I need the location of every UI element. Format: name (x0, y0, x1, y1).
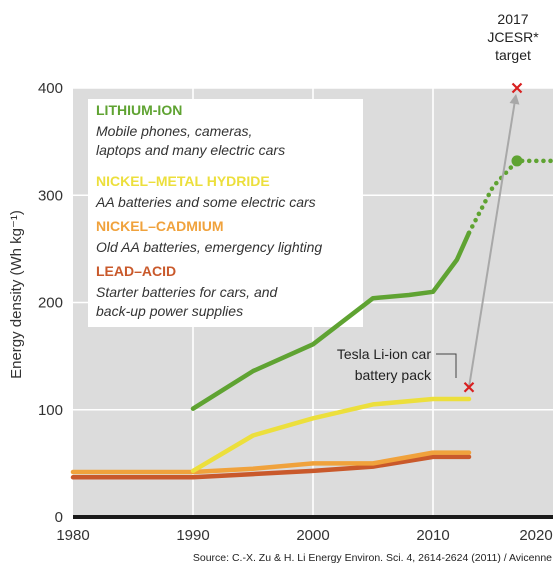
jcesr-label: 2017 (497, 11, 528, 27)
jcesr-label: target (495, 47, 531, 63)
series-line (190, 230, 472, 411)
x-tick-label: 2000 (296, 527, 329, 544)
series-line (70, 454, 472, 480)
y-tick-label: 200 (38, 295, 63, 312)
tesla-label: battery pack (355, 367, 432, 383)
x-mark-stroke (511, 82, 523, 94)
y-axis-title: Energy density (Wh kg⁻¹) (8, 210, 25, 379)
legend-title: LITHIUM-ION (96, 102, 182, 118)
source-credit: Source: C.-X. Zu & H. Li Energy Environ.… (193, 552, 552, 564)
x-tick-label: 1990 (176, 527, 209, 544)
legend-description: back-up power supplies (96, 303, 243, 319)
x-mark-stroke (463, 381, 475, 393)
projection-dotted-line (466, 158, 556, 236)
legend-box (88, 99, 363, 327)
tesla-label: Tesla Li-ion car (337, 346, 431, 362)
legend-title: LEAD–ACID (96, 263, 176, 279)
legend-title: NICKEL–METAL HYDRIDE (96, 173, 270, 189)
x-tick-label: 2020 (519, 527, 552, 544)
x-tick-label: 1980 (56, 527, 89, 544)
y-tick-label: 300 (38, 187, 63, 204)
projection-marker (511, 155, 523, 167)
series-line (190, 396, 472, 474)
x-tick-label: 2010 (416, 527, 449, 544)
y-tick-label: 0 (55, 509, 63, 526)
legend-description: Starter batteries for cars, and (96, 284, 279, 300)
axes: 0 100 200 300 400 1980 1990 2000 2010 2020 (38, 80, 553, 544)
tesla-leader-line (436, 353, 457, 378)
y-tick-label: 100 (38, 402, 63, 419)
legend-title: NICKEL–CADMIUM (96, 218, 224, 234)
tesla-marker-icon (463, 381, 475, 393)
legend-description: AA batteries and some electric cars (95, 194, 316, 210)
arrow-head-icon (509, 93, 520, 105)
y-tick-label: 400 (38, 80, 63, 97)
jcesr-label: JCESR* (487, 29, 539, 45)
legend: LITHIUM-ION Mobile phones, cameras, laptop… (95, 102, 322, 319)
legend-description: Mobile phones, cameras, (96, 123, 252, 139)
jcesr-target-marker-icon (511, 82, 523, 94)
series-lines (70, 155, 556, 480)
legend-description: laptops and many electric cars (96, 142, 285, 158)
improvement-arrow (468, 96, 517, 388)
legend-description: Old AA batteries, emergency lighting (96, 239, 322, 255)
annotations: Tesla Li-ion car battery pack 2017 JCESR* ta… (337, 11, 539, 393)
